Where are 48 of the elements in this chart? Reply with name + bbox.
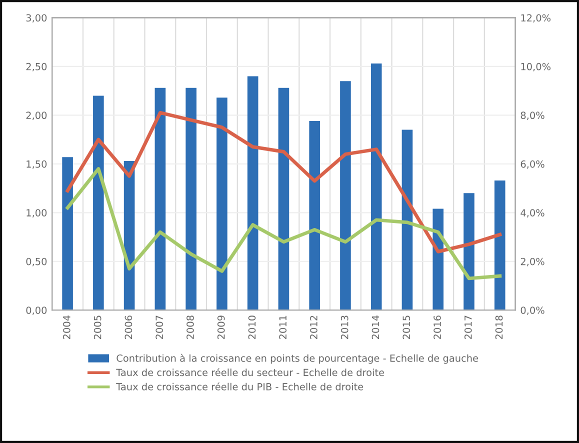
x-tick-label: 2015 [402,316,410,339]
x-tick-label: 2007 [156,316,164,339]
bar [186,88,196,310]
bar [340,81,351,310]
y-tick-label: 1,50 [26,160,47,169]
y2-tick-label: 2,0% [520,258,544,266]
x-tick-label: 2018 [495,316,503,339]
bar [309,121,320,310]
y2-tick-label: 0,0% [520,306,544,315]
line-series [66,167,502,280]
legend-label: Taux de croissance réelle du secteur - Echelle de droite [116,368,384,376]
y-tick-label: 3,00 [26,14,47,23]
y-tick-label: 0,00 [26,306,47,315]
y-tick-label: 0,50 [26,258,47,266]
x-tick-label: 2008 [186,316,194,339]
bar [62,157,73,310]
x-tick-label: 2016 [434,316,441,339]
x-tick-label: 2009 [217,316,225,339]
y2-tick-label: 6,0% [520,160,544,169]
bar [154,88,166,310]
bar [370,64,382,310]
x-tick-label: 2011 [279,316,287,339]
x-tick-label: 2013 [340,316,348,339]
legend-label: Contribution à la croissance en points de pourcentage - Echelle de gauche [116,354,478,364]
x-tick-label: 2017 [464,316,472,339]
bar [464,193,474,310]
y-tick-label: 1,00 [26,209,47,218]
y2-tick-label: 12,0% [521,14,551,23]
legend-label: Taux de croissance réelle du PIB - Echelle de droite [116,382,364,390]
x-tick-label: 2004 [63,316,70,339]
y2-tick-label: 8,0% [520,112,544,120]
x-tick-label: 2012 [310,316,318,339]
x-tick-label: 2005 [94,316,102,339]
x-tick-label: 2006 [124,316,132,339]
y2-tick-label: 4,0% [520,209,544,218]
x-tick-label: 2014 [372,316,380,339]
bar [93,96,104,310]
bar [216,98,228,310]
line-series [66,111,502,254]
bar [402,130,413,310]
y-tick-label: 2,00 [26,112,47,120]
bar [278,88,290,310]
y2-tick-label: 10,0% [521,62,551,72]
y-tick-label: 2,50 [26,62,47,72]
bar [494,180,506,310]
bar [432,208,444,310]
bar [247,76,258,310]
x-tick-label: 2010 [248,316,256,339]
